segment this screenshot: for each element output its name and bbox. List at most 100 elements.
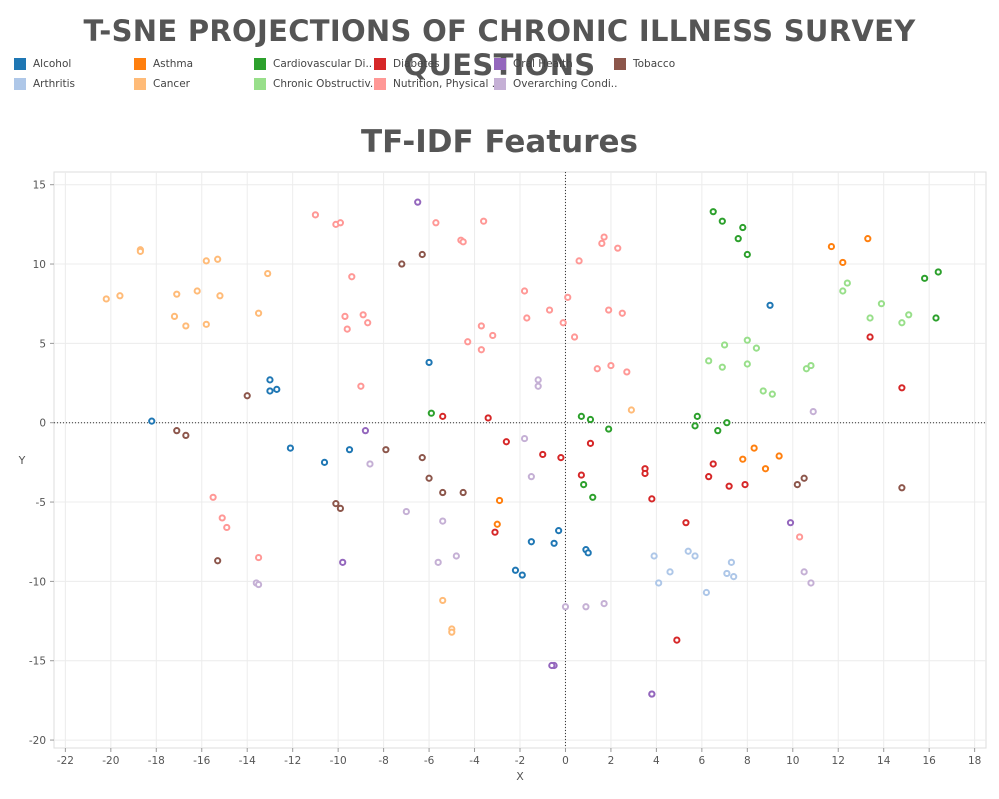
data-point[interactable] (182, 322, 190, 330)
data-point[interactable] (702, 588, 711, 597)
data-point[interactable] (705, 473, 713, 481)
data-point[interactable] (439, 596, 447, 605)
data-point[interactable] (493, 520, 501, 528)
data-point[interactable] (714, 427, 722, 435)
data-point[interactable] (427, 409, 435, 417)
data-point[interactable] (345, 446, 354, 454)
data-point[interactable] (607, 361, 615, 370)
data-point[interactable] (802, 365, 811, 373)
data-point[interactable] (464, 338, 472, 346)
legend-item[interactable]: Cardiovascular Di.. (254, 55, 372, 73)
data-point[interactable] (561, 603, 570, 611)
data-point[interactable] (348, 273, 356, 281)
data-point[interactable] (439, 517, 447, 525)
data-point[interactable] (398, 260, 406, 268)
data-point[interactable] (550, 539, 558, 547)
data-point[interactable] (448, 628, 456, 636)
data-point[interactable] (564, 293, 572, 301)
data-point[interactable] (584, 549, 592, 557)
data-point[interactable] (618, 309, 626, 317)
data-point[interactable] (898, 319, 906, 327)
data-point[interactable] (364, 319, 372, 327)
data-point[interactable] (495, 496, 504, 505)
legend-item[interactable]: Tobacco (614, 55, 675, 73)
data-point[interactable] (709, 460, 717, 468)
data-point[interactable] (254, 309, 263, 317)
data-point[interactable] (361, 427, 370, 435)
data-point[interactable] (459, 488, 467, 497)
data-point[interactable] (723, 569, 731, 578)
data-point[interactable] (136, 247, 144, 255)
data-point[interactable] (425, 358, 433, 367)
data-point[interactable] (425, 474, 433, 482)
data-point[interactable] (202, 257, 210, 265)
data-point[interactable] (750, 444, 758, 452)
data-point[interactable] (768, 390, 776, 398)
data-point[interactable] (214, 255, 222, 263)
data-point[interactable] (273, 385, 281, 393)
data-point[interactable] (173, 290, 181, 298)
data-point[interactable] (666, 568, 674, 576)
data-point[interactable] (357, 382, 365, 390)
data-point[interactable] (580, 480, 588, 489)
data-point[interactable] (932, 314, 940, 322)
data-point[interactable] (502, 438, 510, 446)
data-point[interactable] (182, 431, 190, 440)
data-point[interactable] (534, 376, 542, 384)
data-point[interactable] (402, 507, 410, 516)
legend-item[interactable]: Diabetes (374, 55, 440, 73)
legend-item[interactable]: Overarching Condi.. (494, 75, 617, 93)
data-point[interactable] (148, 417, 156, 425)
data-point[interactable] (254, 553, 263, 562)
data-point[interactable] (320, 458, 329, 466)
data-point[interactable] (743, 360, 751, 368)
data-point[interactable] (734, 235, 742, 243)
data-point[interactable] (809, 408, 817, 416)
data-point[interactable] (877, 300, 886, 308)
data-point[interactable] (864, 235, 872, 243)
data-point[interactable] (730, 573, 738, 581)
data-point[interactable] (866, 314, 874, 322)
data-point[interactable] (627, 406, 635, 414)
data-point[interactable] (341, 312, 349, 320)
data-point[interactable] (709, 208, 717, 216)
legend-item[interactable]: Cancer (134, 75, 190, 93)
data-point[interactable] (725, 482, 733, 490)
data-point[interactable] (577, 412, 585, 420)
data-point[interactable] (766, 301, 774, 309)
data-point[interactable] (452, 552, 460, 560)
data-point[interactable] (266, 387, 274, 395)
data-point[interactable] (839, 287, 847, 295)
data-point[interactable] (752, 344, 761, 352)
data-point[interactable] (216, 292, 224, 300)
data-point[interactable] (839, 258, 847, 267)
data-point[interactable] (682, 519, 690, 527)
data-point[interactable] (577, 471, 585, 479)
data-point[interactable] (693, 412, 701, 420)
data-point[interactable] (759, 387, 767, 395)
data-point[interactable] (286, 444, 295, 452)
data-point[interactable] (921, 274, 929, 282)
data-point[interactable] (523, 314, 531, 322)
data-point[interactable] (743, 250, 751, 259)
data-point[interactable] (843, 279, 851, 287)
data-point[interactable] (905, 311, 913, 319)
data-point[interactable] (518, 571, 526, 579)
data-point[interactable] (655, 579, 663, 587)
data-point[interactable] (605, 425, 613, 433)
data-point[interactable] (339, 558, 347, 566)
data-point[interactable] (793, 480, 801, 489)
data-point[interactable] (691, 422, 699, 430)
data-point[interactable] (600, 600, 608, 608)
data-point[interactable] (866, 333, 874, 341)
legend-item[interactable]: Asthma (134, 55, 193, 73)
data-point[interactable] (557, 454, 565, 462)
data-point[interactable] (209, 493, 217, 501)
data-point[interactable] (623, 368, 631, 376)
data-point[interactable] (539, 450, 547, 459)
data-point[interactable] (477, 322, 485, 330)
data-point[interactable] (432, 219, 440, 227)
data-point[interactable] (418, 250, 426, 259)
data-point[interactable] (575, 257, 583, 265)
data-point[interactable] (202, 320, 210, 328)
